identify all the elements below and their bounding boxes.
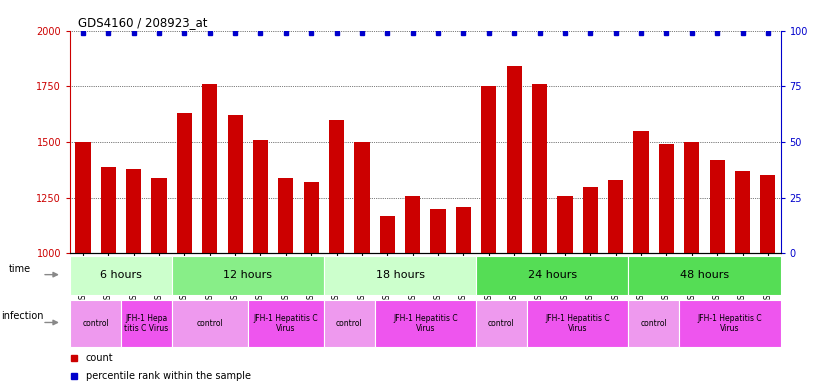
Text: JFH-1 Hepa
titis C Virus: JFH-1 Hepa titis C Virus [124, 314, 169, 333]
Text: 24 hours: 24 hours [528, 270, 577, 280]
Text: control: control [83, 319, 109, 328]
Bar [304, 182, 319, 253]
Text: control: control [197, 319, 223, 328]
Bar [476, 256, 629, 295]
Text: JFH-1 Hepatitis C
Virus: JFH-1 Hepatitis C Virus [254, 314, 318, 333]
Bar [278, 178, 293, 253]
Text: 6 hours: 6 hours [100, 270, 142, 280]
Bar [151, 178, 167, 253]
Text: time: time [8, 264, 31, 274]
Text: control: control [640, 319, 667, 328]
Bar [456, 207, 471, 253]
Bar [248, 300, 324, 348]
Bar [629, 256, 781, 295]
Bar [527, 300, 629, 348]
Bar [253, 140, 268, 253]
Text: percentile rank within the sample: percentile rank within the sample [86, 371, 251, 381]
Bar [760, 175, 776, 253]
Bar [558, 195, 572, 253]
Bar [172, 300, 248, 348]
Bar [126, 169, 141, 253]
Bar [679, 300, 781, 348]
Bar [227, 115, 243, 253]
Bar [476, 300, 527, 348]
Bar [608, 180, 624, 253]
Bar [75, 142, 91, 253]
Bar [430, 209, 446, 253]
Text: 18 hours: 18 hours [376, 270, 425, 280]
Bar [405, 195, 420, 253]
Bar [634, 131, 648, 253]
Bar [532, 84, 547, 253]
Bar [70, 256, 172, 295]
Bar [172, 256, 324, 295]
Text: infection: infection [2, 311, 44, 321]
Bar [684, 142, 700, 253]
Bar [354, 142, 369, 253]
Bar [324, 300, 375, 348]
Bar [375, 300, 476, 348]
Text: 12 hours: 12 hours [223, 270, 273, 280]
Bar [202, 84, 217, 253]
Bar [70, 300, 121, 348]
Bar [659, 144, 674, 253]
Text: control: control [488, 319, 515, 328]
Text: JFH-1 Hepatitis C
Virus: JFH-1 Hepatitis C Virus [545, 314, 610, 333]
Bar [324, 256, 476, 295]
Text: JFH-1 Hepatitis C
Virus: JFH-1 Hepatitis C Virus [393, 314, 458, 333]
Bar [629, 300, 679, 348]
Text: GDS4160 / 208923_at: GDS4160 / 208923_at [78, 16, 208, 29]
Bar [380, 215, 395, 253]
Bar [735, 171, 750, 253]
Bar [177, 113, 192, 253]
Text: control: control [336, 319, 363, 328]
Bar [506, 66, 522, 253]
Text: count: count [86, 353, 113, 363]
Bar [101, 167, 116, 253]
Bar [582, 187, 598, 253]
Text: JFH-1 Hepatitis C
Virus: JFH-1 Hepatitis C Virus [697, 314, 762, 333]
Bar [121, 300, 172, 348]
Bar [710, 160, 724, 253]
Bar [329, 120, 344, 253]
Bar [482, 86, 496, 253]
Text: 48 hours: 48 hours [680, 270, 729, 280]
